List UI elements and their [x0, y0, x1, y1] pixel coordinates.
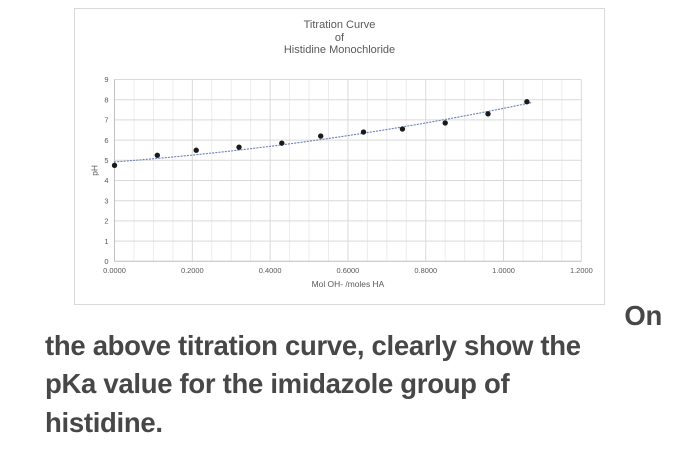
y-tick-label: 0 [104, 257, 108, 266]
data-point [111, 162, 118, 169]
x-tick-label: 0.2000 [181, 266, 204, 275]
data-point [279, 140, 285, 146]
x-tick-label: 0.4000 [259, 266, 282, 275]
question-line-4: histidine. [45, 407, 163, 438]
x-tick-label: 1.2000 [570, 266, 593, 275]
x-axis-title: Mol OH- /moles HA [312, 279, 385, 289]
data-point [154, 152, 161, 158]
y-tick-label: 8 [104, 95, 108, 104]
y-tick-label: 2 [104, 217, 108, 226]
y-tick-label: 1 [104, 237, 108, 246]
chart-title: Titration Curve of Histidine Monochlorid… [75, 19, 604, 57]
data-point [318, 133, 324, 139]
titration-chart-card: Titration Curve of Histidine Monochlorid… [74, 8, 605, 305]
x-tick-label: 0.6000 [337, 266, 360, 275]
question-line-2: the above titration curve, clearly show … [45, 330, 581, 361]
y-tick-label: 3 [104, 196, 108, 205]
question-line-1: On [624, 300, 662, 331]
y-tick-label: 7 [104, 116, 108, 125]
chart-title-line-2: of [334, 31, 345, 44]
data-point [193, 147, 199, 153]
data-point [399, 126, 406, 132]
x-tick-label: 1.0000 [492, 266, 515, 275]
chart-plot-area: 0.0000 0.2000 0.4000 0.6000 0.8000 1.0000 1.20… [90, 75, 593, 289]
data-point [485, 111, 491, 117]
y-tick-label: 4 [104, 176, 108, 185]
trendline [113, 102, 532, 163]
y-axis-title: pH [90, 165, 100, 176]
question-line-3: pKa value for the imidazole group of [45, 368, 510, 399]
x-tick-label: 0.0000 [103, 266, 126, 275]
x-tick-label: 0.8000 [414, 266, 437, 275]
y-tick-label: 9 [104, 75, 108, 84]
y-tick-label: 5 [104, 156, 108, 165]
data-point [360, 129, 367, 135]
y-tick-label: 6 [104, 136, 108, 145]
chart-title-line-1: Titration Curve [303, 19, 376, 31]
chart-title-line-3: Histidine Monochloride [283, 44, 396, 56]
data-point [524, 99, 530, 105]
data-point [236, 144, 242, 150]
data-point [442, 120, 448, 126]
